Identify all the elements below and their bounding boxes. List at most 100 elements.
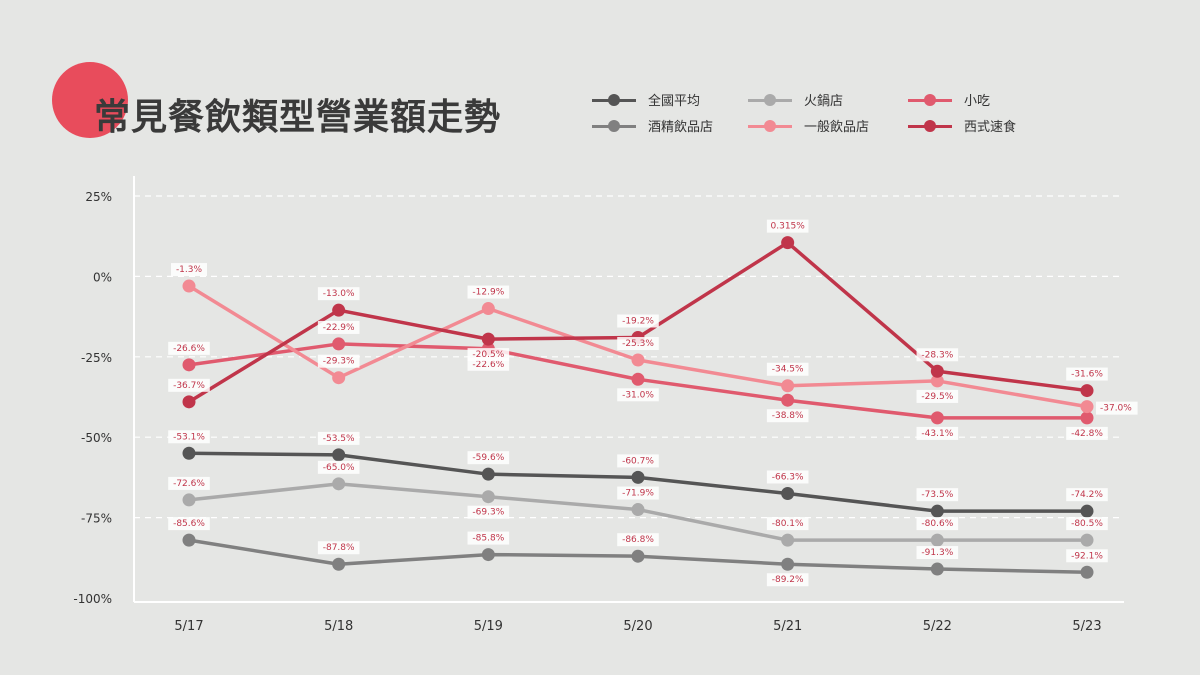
data-label-bg [916, 426, 959, 440]
data-point[interactable] [930, 504, 944, 518]
data-label-text: -29.5% [921, 392, 953, 402]
data-label-text: -72.6% [173, 479, 205, 489]
data-point[interactable] [631, 503, 645, 517]
data-point[interactable] [930, 374, 944, 388]
data-label-bg [916, 488, 959, 502]
data-point[interactable] [1080, 411, 1094, 425]
data-label: -19.2% [617, 314, 659, 328]
data-point[interactable] [781, 236, 795, 250]
data-label-bg [916, 389, 959, 403]
data-label-bg [168, 476, 210, 490]
data-label-text: -69.3% [472, 508, 504, 518]
data-label-bg [467, 285, 510, 299]
data-point[interactable] [1080, 504, 1094, 518]
data-point[interactable] [332, 337, 346, 351]
data-label: -36.7% [168, 378, 210, 392]
data-point[interactable] [930, 411, 944, 425]
data-point[interactable] [781, 557, 795, 571]
data-label-text: -31.0% [622, 390, 654, 400]
data-label: -73.5% [916, 488, 959, 502]
data-label-text: -19.2% [622, 317, 654, 327]
data-point[interactable] [631, 372, 645, 386]
data-point[interactable] [332, 477, 346, 491]
x-tick-label: 5/19 [474, 619, 503, 634]
data-point[interactable] [182, 446, 196, 460]
data-label-text: 0.315% [771, 222, 806, 232]
data-label-text: -53.5% [323, 434, 355, 444]
y-tick-label: -50% [81, 431, 112, 445]
x-tick-label: 5/23 [1072, 619, 1101, 634]
data-point[interactable] [631, 549, 645, 563]
data-point[interactable] [481, 548, 495, 562]
data-point[interactable] [781, 393, 795, 407]
data-label: -80.6% [916, 517, 959, 531]
data-label-text: -89.2% [772, 575, 804, 585]
data-point[interactable] [1080, 533, 1094, 547]
data-label-text: -36.7% [173, 381, 205, 391]
data-label: -92.1% [1066, 549, 1108, 563]
data-point[interactable] [930, 533, 944, 547]
data-label-bg [1096, 401, 1138, 415]
data-point[interactable] [332, 557, 346, 571]
data-label: -13.0% [317, 287, 360, 301]
data-label: -1.3% [171, 263, 207, 277]
legend-item-western-fastfood[interactable]: 西式速食 [908, 116, 1016, 135]
legend-item-general-drinks[interactable]: 一般飲品店 [748, 116, 869, 135]
data-point[interactable] [481, 467, 495, 481]
legend-swatch [748, 93, 792, 106]
data-point[interactable] [182, 358, 196, 372]
data-point[interactable] [332, 371, 346, 385]
data-point[interactable] [481, 332, 495, 346]
data-label: -53.5% [317, 431, 360, 445]
data-label-bg [1066, 517, 1108, 531]
data-label-text: -25.3% [622, 339, 654, 349]
data-point[interactable] [182, 533, 196, 547]
series-1 [182, 477, 1094, 547]
series-4 [182, 279, 1094, 414]
data-point[interactable] [332, 448, 346, 462]
data-label-bg [317, 354, 360, 368]
series-0 [182, 446, 1094, 518]
data-point[interactable] [781, 533, 795, 547]
data-label-text: -13.0% [323, 289, 355, 299]
data-label: -71.9% [617, 486, 659, 500]
legend-label: 西式速食 [964, 120, 1017, 135]
data-label: -29.5% [916, 389, 959, 403]
data-label-text: -59.6% [472, 453, 504, 463]
legend-item-snacks[interactable]: 小吃 [908, 90, 990, 109]
data-point[interactable] [930, 562, 944, 576]
x-tick-label: 5/20 [623, 619, 652, 634]
data-point[interactable] [631, 470, 645, 484]
data-point[interactable] [1080, 400, 1094, 414]
data-label: -85.8% [467, 531, 510, 545]
data-label: -42.8% [1066, 426, 1108, 440]
data-point[interactable] [781, 486, 795, 500]
data-point[interactable] [1080, 384, 1094, 398]
data-label-bg [467, 451, 510, 465]
data-point[interactable] [1080, 565, 1094, 579]
data-point[interactable] [182, 279, 196, 293]
data-point[interactable] [631, 353, 645, 367]
data-label: -59.6% [467, 451, 510, 465]
legend-item-national-average[interactable]: 全國平均 [592, 90, 700, 109]
data-label-text: -74.2% [1071, 490, 1103, 500]
data-point[interactable] [332, 303, 346, 317]
legend-item-alcohol-drinks[interactable]: 酒精飲品店 [592, 116, 713, 135]
data-point[interactable] [481, 302, 495, 316]
data-label-bg [168, 517, 210, 531]
data-label-bg [467, 348, 510, 362]
data-point[interactable] [182, 395, 196, 409]
data-label: -60.7% [617, 454, 659, 468]
data-point[interactable] [182, 493, 196, 507]
data-label-bg [617, 337, 659, 351]
legend-label: 酒精飲品店 [648, 120, 714, 135]
data-label-bg [168, 341, 210, 355]
x-tick-label: 5/21 [773, 619, 802, 634]
data-label-text: -92.1% [1071, 551, 1103, 561]
data-label-bg [766, 517, 809, 531]
data-label-bg [1066, 488, 1108, 502]
legend-item-hotpot[interactable]: 火鍋店 [748, 90, 843, 109]
data-point[interactable] [481, 490, 495, 504]
data-point[interactable] [930, 364, 944, 378]
data-point[interactable] [781, 379, 795, 393]
